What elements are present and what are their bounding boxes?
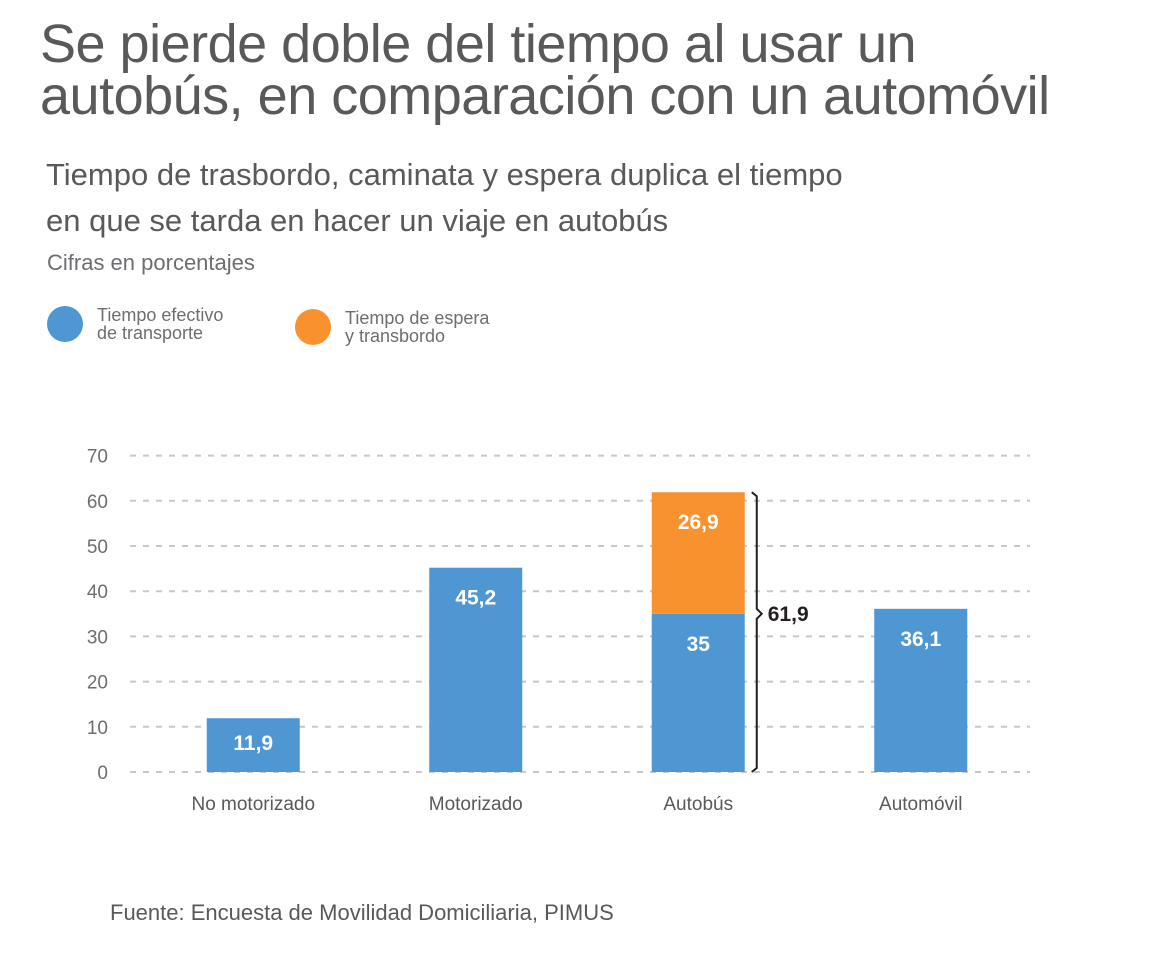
data-label-effective-4: 36,1 — [900, 628, 941, 651]
legend-label-wait: Tiempo de espera y transbordo — [345, 309, 505, 345]
units-note: Cifras en porcentajes — [47, 250, 255, 275]
data-label-effective-3: 35 — [687, 633, 711, 656]
source-note: Fuente: Encuesta de Movilidad Domiciliar… — [110, 900, 614, 925]
bar-effective-2 — [429, 567, 523, 772]
legend-label-wait-line-1: Tiempo de espera — [345, 308, 490, 328]
data-label-effective-1: 11,9 — [233, 732, 273, 755]
y-tick-label-40: 40 — [87, 582, 108, 603]
y-tick-label-30: 30 — [87, 627, 108, 648]
legend-label-effective-line-1: Tiempo efectivo — [97, 305, 224, 325]
legend-swatch-effective — [47, 306, 83, 342]
chart-title-line-1: Se pierde doble del tiempo al usar un — [40, 14, 917, 74]
y-tick-label-10: 10 — [87, 718, 108, 739]
total-label: 61,9 — [768, 603, 809, 626]
legend-swatch-wait — [295, 309, 331, 345]
bar-effective-1 — [206, 718, 300, 772]
legend-item-wait: Tiempo de espera y transbordo — [295, 309, 505, 345]
chart-title: Se pierde doble del tiempo al usar un au… — [40, 14, 1140, 126]
bar-wait-3 — [651, 492, 745, 614]
y-tick-label-50: 50 — [87, 537, 108, 558]
chart-subtitle: Tiempo de trasbordo, caminata y espera d… — [46, 152, 946, 244]
bar-chart: 0 10 20 30 40 50 60 70 11,9 No motorizado 45,2 Moto… — [87, 447, 1030, 815]
y-tick-label-60: 60 — [87, 492, 108, 513]
y-tick-label-20: 20 — [87, 673, 108, 694]
total-bracket — [751, 491, 764, 773]
bar-effective-3 — [651, 613, 745, 772]
chart-subtitle-line-2: en que se tarda en hacer un viaje en aut… — [46, 203, 669, 238]
x-tick-label-4: Automóvil — [879, 794, 962, 815]
chart-title-line-2: autobús, en comparación con un automóvil — [40, 66, 1050, 126]
legend-label-effective-line-2: de transporte — [97, 323, 204, 343]
legend-label-effective: Tiempo efectivo de transporte — [97, 306, 257, 342]
legend-label-wait-line-2: y transbordo — [345, 326, 446, 346]
y-tick-label-70: 70 — [87, 447, 108, 468]
data-label-effective-2: 45,2 — [455, 587, 496, 610]
chart-subtitle-line-1: Tiempo de trasbordo, caminata y espera d… — [46, 157, 843, 192]
legend-item-effective: Tiempo efectivo de transporte — [47, 306, 257, 342]
x-tick-label-2: Motorizado — [429, 794, 523, 815]
bar-effective-4 — [874, 608, 968, 772]
data-label-wait-3: 26,9 — [678, 511, 719, 534]
y-tick-label-0: 0 — [97, 763, 108, 784]
x-tick-label-1: No motorizado — [191, 794, 315, 815]
x-tick-label-3: Autobús — [663, 794, 733, 815]
